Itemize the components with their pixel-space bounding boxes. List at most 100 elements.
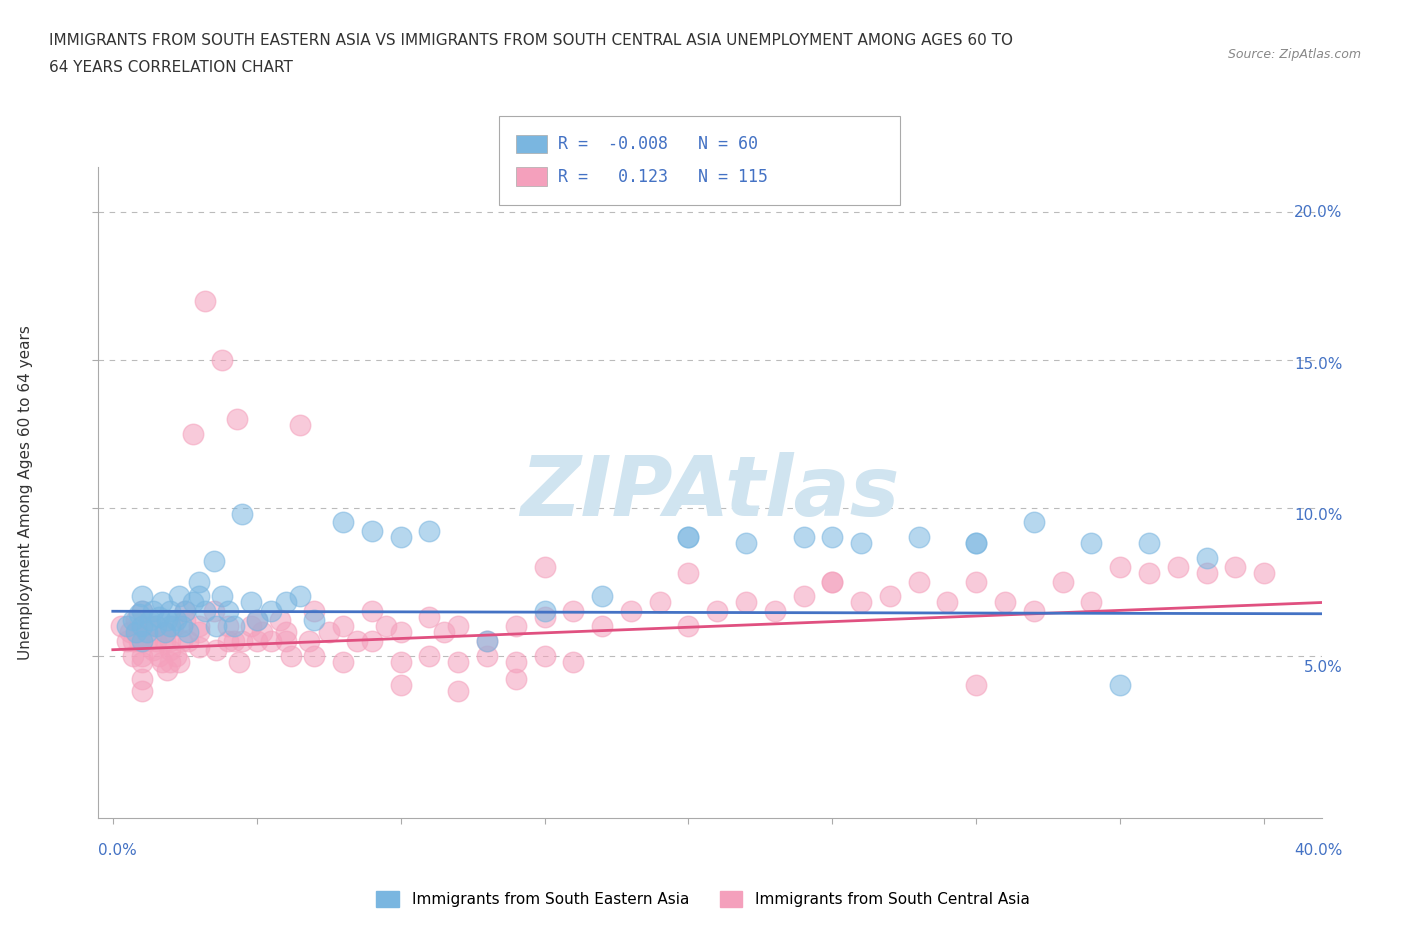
Point bbox=[188, 589, 211, 604]
Point bbox=[505, 618, 527, 633]
Point bbox=[533, 604, 555, 618]
Point bbox=[125, 613, 148, 628]
Point bbox=[239, 618, 262, 633]
Point bbox=[153, 625, 176, 640]
Point bbox=[153, 633, 176, 648]
Point bbox=[131, 648, 153, 663]
Point bbox=[260, 604, 283, 618]
Point bbox=[648, 595, 671, 610]
Point bbox=[965, 574, 987, 589]
Legend: Immigrants from South Eastern Asia, Immigrants from South Central Asia: Immigrants from South Eastern Asia, Immi… bbox=[370, 884, 1036, 913]
Point bbox=[131, 684, 153, 698]
Point bbox=[217, 618, 239, 633]
Point bbox=[735, 595, 758, 610]
Point bbox=[131, 633, 153, 648]
Point bbox=[131, 654, 153, 669]
Point bbox=[936, 595, 959, 610]
Point bbox=[202, 553, 225, 568]
Point bbox=[389, 625, 412, 640]
Point bbox=[131, 604, 153, 618]
Point bbox=[173, 613, 195, 628]
Point bbox=[274, 633, 297, 648]
Point bbox=[156, 613, 179, 628]
Text: R =  -0.008   N = 60: R = -0.008 N = 60 bbox=[558, 135, 758, 153]
Point bbox=[188, 574, 211, 589]
Point bbox=[849, 536, 872, 551]
Point bbox=[994, 595, 1017, 610]
Point bbox=[1022, 604, 1045, 618]
Point bbox=[620, 604, 643, 618]
Point bbox=[821, 574, 844, 589]
Point bbox=[678, 618, 700, 633]
Text: Unemployment Among Ages 60 to 64 years: Unemployment Among Ages 60 to 64 years bbox=[18, 326, 32, 660]
Point bbox=[678, 565, 700, 580]
Text: 20.0%: 20.0% bbox=[1295, 206, 1343, 220]
Point bbox=[150, 595, 173, 610]
Point bbox=[793, 589, 815, 604]
Point bbox=[202, 604, 225, 618]
Point bbox=[562, 604, 585, 618]
Point bbox=[533, 610, 555, 625]
Point bbox=[125, 625, 148, 640]
Point bbox=[145, 618, 167, 633]
Point bbox=[360, 524, 382, 538]
Point bbox=[505, 671, 527, 686]
Point bbox=[1052, 574, 1074, 589]
Point bbox=[591, 589, 613, 604]
Point bbox=[128, 633, 150, 648]
Point bbox=[1109, 560, 1132, 575]
Text: ZIPAtlas: ZIPAtlas bbox=[520, 452, 900, 534]
Point bbox=[965, 536, 987, 551]
Point bbox=[246, 633, 269, 648]
Point bbox=[288, 418, 311, 432]
Point bbox=[211, 352, 233, 367]
Point bbox=[318, 625, 340, 640]
Point bbox=[231, 506, 253, 521]
Point bbox=[1022, 515, 1045, 530]
Point bbox=[1137, 536, 1160, 551]
Point bbox=[965, 678, 987, 693]
Point bbox=[821, 574, 844, 589]
Point bbox=[907, 574, 929, 589]
Point bbox=[194, 604, 217, 618]
Point bbox=[297, 633, 319, 648]
Point bbox=[389, 654, 412, 669]
Point bbox=[1195, 565, 1218, 580]
Point bbox=[907, 530, 929, 545]
Point bbox=[150, 654, 173, 669]
Point bbox=[139, 613, 162, 628]
Point bbox=[706, 604, 728, 618]
Point bbox=[269, 613, 291, 628]
Point bbox=[217, 604, 239, 618]
Point bbox=[418, 610, 440, 625]
Point bbox=[879, 589, 901, 604]
Text: Source: ZipAtlas.com: Source: ZipAtlas.com bbox=[1227, 48, 1361, 61]
Point bbox=[375, 618, 398, 633]
Point bbox=[176, 633, 198, 648]
Point bbox=[142, 643, 165, 658]
Point bbox=[122, 633, 145, 648]
Point bbox=[205, 618, 228, 633]
Point bbox=[763, 604, 786, 618]
Point bbox=[475, 648, 498, 663]
Point bbox=[447, 618, 470, 633]
Point bbox=[173, 604, 195, 618]
Point bbox=[188, 639, 211, 654]
Point bbox=[136, 625, 159, 640]
Point bbox=[389, 530, 412, 545]
Point bbox=[360, 633, 382, 648]
Point bbox=[304, 648, 326, 663]
Point bbox=[304, 604, 326, 618]
Text: R =   0.123   N = 115: R = 0.123 N = 115 bbox=[558, 167, 768, 186]
Point bbox=[332, 515, 354, 530]
Point bbox=[159, 643, 181, 658]
Point bbox=[433, 625, 456, 640]
Point bbox=[1253, 565, 1275, 580]
Point bbox=[418, 524, 440, 538]
Point bbox=[122, 613, 145, 628]
Point bbox=[1080, 595, 1102, 610]
Point bbox=[360, 604, 382, 618]
Point bbox=[136, 633, 159, 648]
Point bbox=[389, 678, 412, 693]
Point bbox=[1195, 551, 1218, 565]
